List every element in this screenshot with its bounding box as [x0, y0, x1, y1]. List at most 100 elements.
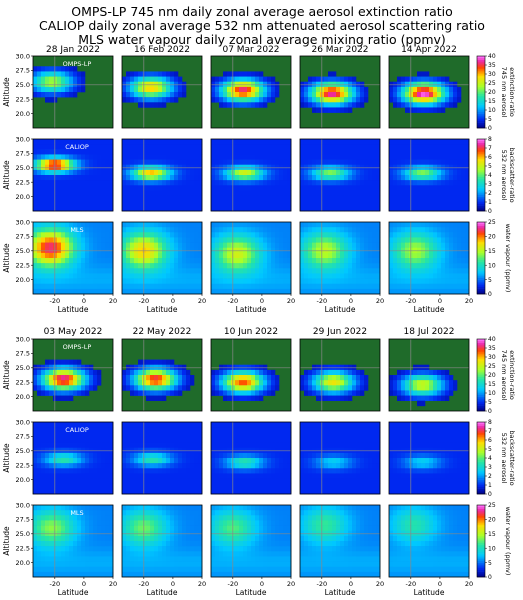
heatmap-cell	[324, 169, 329, 176]
heatmap-cell	[178, 525, 183, 532]
heatmap-cell	[251, 263, 256, 269]
heatmap-cell	[81, 81, 86, 88]
heatmap-cell	[397, 175, 402, 181]
heatmap-cell	[421, 102, 426, 108]
y-tick-label: 22.5	[16, 462, 30, 470]
heatmap-cell	[344, 107, 349, 113]
heatmap-cell	[77, 525, 82, 532]
heatmap-cell	[356, 159, 361, 166]
heatmap-cell	[287, 205, 292, 212]
heatmap-cell	[255, 102, 260, 108]
x-tick-label: -20	[139, 297, 150, 305]
heatmap-cell	[126, 437, 131, 443]
heatmap-cell	[271, 139, 276, 145]
heatmap-cell	[186, 488, 191, 495]
heatmap-cell	[421, 164, 426, 171]
heatmap-cell	[308, 159, 313, 166]
heatmap-cell	[174, 81, 179, 88]
heatmap-cell	[154, 359, 159, 366]
heatmap-cell	[304, 102, 309, 108]
heatmap-cell	[49, 273, 54, 279]
heatmap-cell	[154, 288, 159, 295]
heatmap-cell	[461, 242, 466, 249]
heatmap-cell	[401, 252, 406, 259]
heatmap-cell	[243, 205, 248, 212]
heatmap-cell	[138, 180, 143, 186]
heatmap-cell	[449, 232, 454, 238]
heatmap-cell	[275, 252, 280, 259]
heatmap-cell	[401, 149, 406, 155]
heatmap-cell	[89, 252, 94, 259]
heatmap-cell	[150, 478, 155, 485]
heatmap-cell	[304, 159, 309, 166]
heatmap-cell	[449, 227, 454, 233]
heatmap-cell	[429, 227, 434, 233]
colorbar-segment	[477, 267, 485, 270]
colorbar-segment	[477, 180, 485, 183]
heatmap-cell	[178, 442, 183, 449]
heatmap-cell	[421, 190, 426, 196]
heatmap-cell	[170, 159, 175, 166]
heatmap-cell	[109, 144, 114, 150]
heatmap-cell	[344, 232, 349, 238]
heatmap-cell	[178, 478, 183, 485]
heatmap-cell	[344, 159, 349, 166]
heatmap-cell	[413, 92, 418, 98]
heatmap-cell	[81, 447, 86, 454]
heatmap-cell	[211, 252, 216, 259]
heatmap-cell	[186, 530, 191, 537]
heatmap-cell	[389, 154, 394, 160]
colorbar-segment	[477, 205, 485, 208]
heatmap-cell	[348, 227, 353, 233]
heatmap-cell	[174, 422, 179, 428]
heatmap-cell	[122, 144, 127, 150]
heatmap-cell	[109, 278, 114, 285]
heatmap-cell	[263, 263, 268, 269]
heatmap-cell	[465, 154, 470, 160]
heatmap-cell	[429, 283, 434, 290]
heatmap-cell	[437, 283, 442, 290]
heatmap-cell	[49, 268, 54, 274]
heatmap-cell	[190, 468, 195, 474]
heatmap-cell	[304, 273, 309, 279]
heatmap-cell	[239, 81, 244, 88]
heatmap-cell	[126, 463, 131, 469]
heatmap-cell	[130, 227, 135, 233]
heatmap-cell	[134, 232, 139, 238]
heatmap-cell	[360, 273, 365, 279]
heatmap-cell	[166, 488, 171, 495]
heatmap-cell	[215, 200, 220, 207]
heatmap-cell	[275, 205, 280, 212]
colorbar-segment	[477, 285, 485, 288]
heatmap-cell	[405, 278, 410, 285]
heatmap-cell	[37, 483, 42, 490]
heatmap-cell	[174, 546, 179, 552]
heatmap-cell	[146, 515, 151, 521]
heatmap-cell	[279, 227, 284, 233]
heatmap-cell	[37, 175, 42, 181]
heatmap-cell	[81, 473, 86, 479]
heatmap-cell	[324, 242, 329, 249]
heatmap-cell	[389, 268, 394, 274]
heatmap-cell	[364, 205, 369, 212]
heatmap-cell	[174, 566, 179, 573]
heatmap-cell	[267, 268, 272, 274]
colorbar-label: 745 nm aerosol	[500, 67, 508, 118]
heatmap-cell	[146, 380, 151, 386]
heatmap-cell	[259, 242, 264, 249]
heatmap-cell	[101, 432, 106, 438]
heatmap-cell	[101, 232, 106, 238]
heatmap-cell	[190, 185, 195, 191]
heatmap-cell	[267, 92, 272, 98]
heatmap-cell	[138, 478, 143, 485]
heatmap-cell	[57, 258, 62, 264]
heatmap-cell	[356, 97, 361, 103]
heatmap-cell	[368, 175, 373, 181]
heatmap-cell	[223, 268, 228, 274]
heatmap-cell	[376, 237, 381, 243]
heatmap-cell	[437, 195, 442, 202]
heatmap-cell	[211, 185, 216, 191]
heatmap-cell	[324, 144, 329, 150]
heatmap-cell	[316, 97, 321, 103]
heatmap-cell	[263, 205, 268, 212]
